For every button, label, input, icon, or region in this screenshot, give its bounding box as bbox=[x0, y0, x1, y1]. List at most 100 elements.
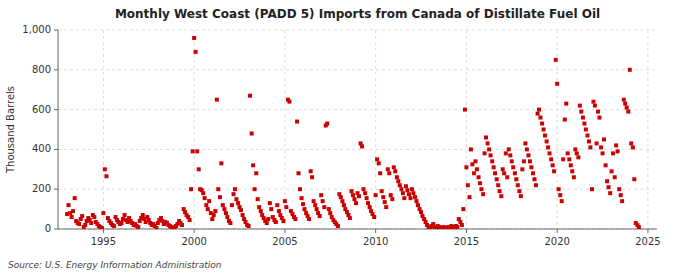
point bbox=[626, 110, 630, 114]
y-grid-line bbox=[58, 189, 657, 190]
point bbox=[89, 221, 93, 225]
point bbox=[536, 112, 540, 116]
y-tick bbox=[54, 149, 58, 150]
y-tick-label: 800 bbox=[32, 64, 51, 75]
point bbox=[232, 192, 236, 196]
point bbox=[327, 207, 331, 211]
point bbox=[478, 181, 482, 185]
point bbox=[204, 203, 208, 207]
point bbox=[588, 145, 592, 149]
point bbox=[253, 187, 257, 191]
point bbox=[469, 147, 473, 151]
point bbox=[501, 167, 505, 171]
point bbox=[309, 169, 313, 173]
point bbox=[221, 203, 225, 207]
point bbox=[71, 209, 75, 213]
point bbox=[277, 209, 281, 213]
point bbox=[361, 187, 365, 191]
point bbox=[548, 151, 552, 155]
y-grid-line bbox=[58, 109, 657, 110]
point bbox=[537, 108, 541, 112]
point bbox=[225, 215, 229, 219]
x-grid-line bbox=[375, 30, 376, 229]
point bbox=[396, 179, 400, 183]
point bbox=[566, 151, 570, 155]
point bbox=[561, 157, 565, 161]
point bbox=[499, 194, 503, 198]
point bbox=[281, 219, 285, 223]
point bbox=[519, 194, 523, 198]
point bbox=[228, 221, 232, 225]
y-tick bbox=[54, 109, 58, 110]
point bbox=[402, 196, 406, 200]
point bbox=[390, 197, 394, 201]
point bbox=[582, 122, 586, 126]
point bbox=[206, 207, 210, 211]
point bbox=[489, 153, 493, 157]
point bbox=[342, 203, 346, 207]
point bbox=[481, 192, 485, 196]
point bbox=[455, 225, 459, 229]
point bbox=[67, 203, 71, 207]
point bbox=[585, 133, 589, 137]
point bbox=[632, 177, 636, 181]
x-tick-label: 2025 bbox=[635, 236, 660, 247]
point bbox=[141, 213, 145, 217]
point bbox=[528, 159, 532, 163]
point bbox=[328, 211, 332, 215]
point bbox=[392, 165, 396, 169]
point bbox=[366, 201, 370, 205]
point bbox=[363, 191, 367, 195]
point bbox=[552, 169, 556, 173]
y-tick-label: 400 bbox=[32, 143, 51, 154]
point bbox=[604, 163, 608, 167]
y-tick-label: 600 bbox=[32, 104, 51, 115]
point bbox=[578, 104, 582, 108]
point bbox=[564, 102, 568, 106]
point bbox=[293, 217, 297, 221]
point bbox=[318, 214, 322, 218]
point bbox=[554, 58, 558, 62]
point bbox=[212, 213, 216, 217]
point bbox=[236, 201, 240, 205]
point bbox=[224, 211, 228, 215]
point bbox=[597, 116, 601, 120]
point bbox=[192, 36, 196, 40]
point bbox=[526, 153, 530, 157]
point bbox=[189, 187, 193, 191]
point bbox=[629, 141, 633, 145]
point bbox=[301, 202, 305, 206]
y-tick bbox=[54, 229, 58, 230]
point bbox=[516, 183, 520, 187]
point bbox=[543, 133, 547, 137]
point bbox=[295, 120, 299, 124]
point bbox=[207, 199, 211, 203]
x-grid-line bbox=[647, 30, 648, 229]
point bbox=[404, 184, 408, 188]
point bbox=[508, 153, 512, 157]
y-grid-line bbox=[58, 69, 657, 70]
point bbox=[256, 197, 260, 201]
y-tick-label: 200 bbox=[32, 183, 51, 194]
point bbox=[77, 222, 81, 226]
point bbox=[348, 216, 352, 220]
point bbox=[340, 199, 344, 203]
point bbox=[377, 161, 381, 165]
point bbox=[352, 197, 356, 201]
point bbox=[498, 189, 502, 193]
point bbox=[297, 171, 301, 175]
point bbox=[575, 151, 579, 155]
point bbox=[393, 169, 397, 173]
point bbox=[523, 141, 527, 145]
point bbox=[486, 141, 490, 145]
point bbox=[321, 199, 325, 203]
point bbox=[587, 139, 591, 143]
point bbox=[216, 187, 220, 191]
point bbox=[557, 187, 561, 191]
point bbox=[274, 220, 278, 224]
x-grid-line bbox=[466, 30, 467, 229]
point bbox=[120, 221, 124, 225]
point bbox=[73, 196, 77, 200]
point bbox=[613, 175, 617, 179]
point bbox=[284, 205, 288, 209]
